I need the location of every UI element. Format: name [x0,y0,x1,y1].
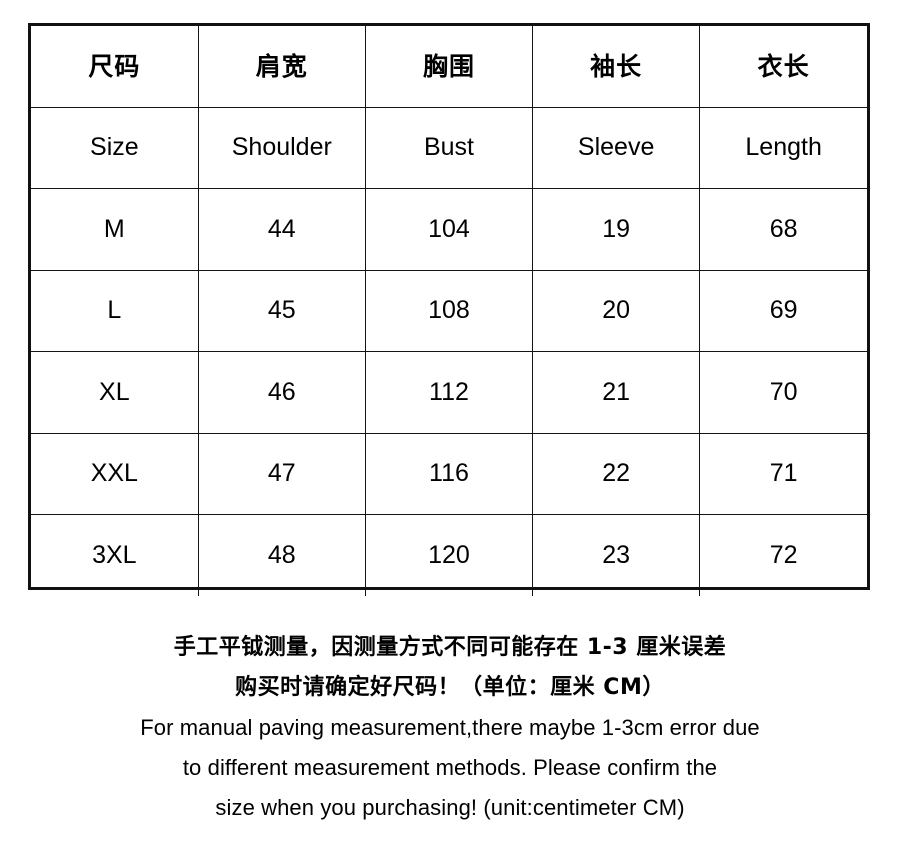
cell-sleeve: 22 [532,432,701,515]
disclaimer-line-cn-1: 手工平钺测量，因测量方式不同可能存在 1-3 厘米误差 [173,635,727,660]
table-row: XXL 47 116 22 71 [31,432,867,515]
table-row: XL 46 112 21 70 [31,351,867,434]
cell-bust: 120 [364,514,534,596]
cell-size: M [31,188,199,271]
cell-length: 72 [699,514,867,596]
cell-length: 68 [699,188,867,271]
column-header-en-length: Length [699,106,867,189]
cell-size: L [31,269,199,352]
disclaimer-line-en-1: For manual paving measurement,there mayb… [140,715,760,740]
cell-shoulder: 44 [197,188,366,271]
table-row: M 44 104 19 68 [31,188,867,271]
cell-sleeve: 21 [532,351,701,434]
cell-shoulder: 46 [197,351,366,434]
disclaimer-line-en-3: size when you purchasing! (unit:centimet… [215,795,685,820]
cell-sleeve: 20 [532,269,701,352]
column-header-en-shoulder: Shoulder [197,106,366,189]
cell-size: XL [31,351,199,434]
cell-size: 3XL [31,514,199,596]
column-header-en-size: Size [31,106,199,189]
cell-bust: 104 [364,188,534,271]
cell-bust: 116 [364,432,534,515]
cell-shoulder: 45 [197,269,366,352]
column-header-cn-sleeve: 袖长 [532,26,701,108]
cell-sleeve: 19 [532,188,701,271]
measurement-disclaimer: 手工平钺测量，因测量方式不同可能存在 1-3 厘米误差 购买时请确定好尺码！（单… [0,628,900,828]
size-chart-table-container: 尺码 肩宽 胸围 袖长 衣长 Size Shoulder Bust Sleeve… [28,23,870,596]
cell-length: 70 [699,351,867,434]
column-header-en-sleeve: Sleeve [532,106,701,189]
cell-length: 71 [699,432,867,515]
column-header-cn-length: 衣长 [699,26,867,108]
cell-bust: 108 [364,269,534,352]
column-header-cn-size: 尺码 [31,26,199,108]
cell-shoulder: 47 [197,432,366,515]
column-header-en-bust: Bust [364,106,534,189]
column-header-cn-bust: 胸围 [364,26,534,108]
cell-bust: 112 [364,351,534,434]
cell-length: 69 [699,269,867,352]
table-row: L 45 108 20 69 [31,269,867,352]
cell-size: XXL [31,432,199,515]
column-header-cn-shoulder: 肩宽 [197,26,366,108]
table-header-row-chinese: 尺码 肩宽 胸围 袖长 衣长 [31,26,867,108]
disclaimer-line-cn-2: 购买时请确定好尺码！（单位：厘米 CM） [235,675,665,700]
cell-shoulder: 48 [197,514,366,596]
cell-sleeve: 23 [532,514,701,596]
table-row: 3XL 48 120 23 72 [31,514,867,596]
size-chart-table: 尺码 肩宽 胸围 袖长 衣长 Size Shoulder Bust Sleeve… [31,26,867,596]
disclaimer-line-en-2: to different measurement methods. Please… [182,755,718,780]
table-header-row-english: Size Shoulder Bust Sleeve Length [31,106,867,189]
